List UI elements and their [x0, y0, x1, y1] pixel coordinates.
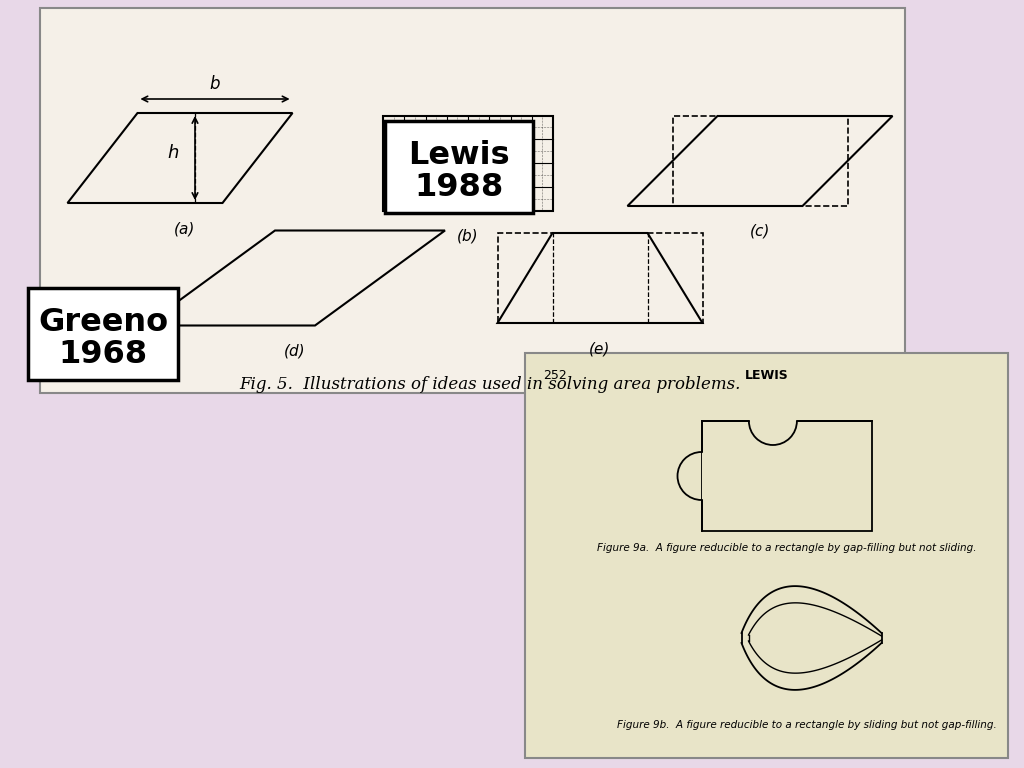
Text: 1968: 1968: [58, 339, 147, 369]
Text: (d): (d): [285, 343, 306, 359]
Bar: [749, 419, 797, 445]
Text: h: h: [167, 144, 178, 162]
Text: 1988: 1988: [415, 172, 504, 203]
Bar: [701, 452, 726, 500]
Bar: [673, 116, 848, 206]
Text: (a): (a): [174, 221, 196, 236]
Text: LEWIS: LEWIS: [744, 369, 788, 382]
Bar: [385, 121, 534, 213]
Text: (b): (b): [457, 229, 479, 243]
Text: Greeno: Greeno: [38, 307, 168, 339]
Text: Figure 9a.  A figure reducible to a rectangle by gap-filling but not sliding.: Figure 9a. A figure reducible to a recta…: [597, 543, 976, 553]
Bar: [28, 288, 178, 380]
Text: b: b: [210, 75, 220, 93]
Bar: [498, 233, 702, 323]
Text: (e): (e): [590, 341, 610, 356]
Bar: [525, 353, 1008, 758]
Text: Fig. 5.  Illustrations of ideas used in solving area problems.: Fig. 5. Illustrations of ideas used in s…: [240, 376, 740, 393]
Bar: [701, 421, 871, 531]
Bar: [40, 8, 905, 393]
Text: Lewis: Lewis: [409, 141, 510, 171]
Bar: [383, 115, 553, 210]
Text: Figure 9b.  A figure reducible to a rectangle by sliding but not gap-filling.: Figure 9b. A figure reducible to a recta…: [616, 720, 996, 730]
Text: (c): (c): [750, 224, 770, 239]
Text: 252: 252: [543, 369, 566, 382]
